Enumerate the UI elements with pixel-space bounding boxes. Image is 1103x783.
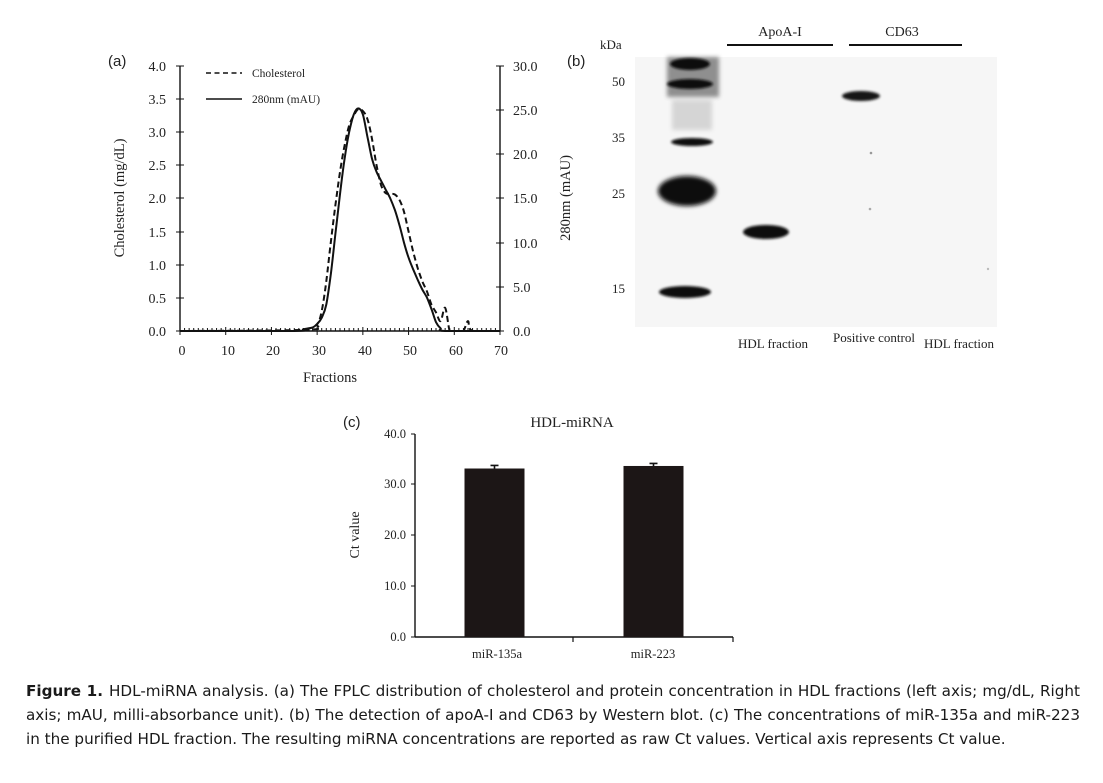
right-y-tick-labels: 0.0 5.0 10.0 15.0 20.0 25.0 30.0 (496, 60, 538, 340)
right-y-axis-label: 280nm (mAU) (558, 155, 574, 241)
marker-labels: 50 35 25 15 (612, 74, 625, 296)
kda-label: kDa (600, 37, 622, 52)
x-tick-label: 20 (266, 344, 280, 359)
western-blot-panel: (b) kDa 50 35 25 15 ApoA-I CD63 HDL frac… (567, 25, 997, 351)
y-right-tick-label: 15.0 (513, 192, 538, 207)
y-tick-label: 1.0 (149, 259, 167, 274)
legend-label-280nm: 280nm (mAU) (252, 94, 320, 106)
bar-y-tick-label: 10.0 (384, 579, 406, 593)
y-tick-label: 0.0 (149, 325, 167, 340)
y-right-tick-label: 30.0 (513, 60, 538, 75)
y-tick-label: 4.0 (149, 60, 167, 75)
lane-label-hdl-cd63: HDL fraction (924, 336, 994, 351)
left-y-axis-label: Cholesterol (mg/dL) (112, 138, 128, 257)
panel-a-label: (a) (108, 53, 126, 70)
lane-label-hdl-apoa1: HDL fraction (738, 336, 808, 351)
speck (868, 207, 872, 211)
x-axis-label: Fractions (303, 370, 357, 386)
y-right-tick-label: 20.0 (513, 148, 538, 163)
bar-y-axis-label: Ct value (348, 511, 363, 558)
bar-y-tick-label: 40.0 (384, 427, 406, 441)
y-tick-label: 3.0 (149, 126, 167, 141)
bar-y-tick-labels: 0.0 10.0 20.0 30.0 40.0 (384, 427, 415, 644)
bar-mir-223 (623, 465, 684, 637)
marker-label-35: 35 (612, 130, 625, 145)
figure: (a) 0.0 0.5 1.0 1.5 2.0 2.5 3.0 3.5 4.0 … (108, 25, 997, 661)
series-line-cholesterol (179, 107, 500, 332)
bar-y-tick-label: 30.0 (384, 477, 406, 491)
speck (986, 267, 990, 271)
y-tick-label: 2.5 (149, 159, 167, 174)
x-tick-label: 70 (494, 344, 508, 359)
y-right-tick-label: 5.0 (513, 281, 531, 296)
marker-label-25: 25 (612, 186, 625, 201)
y-tick-label: 0.5 (149, 292, 167, 307)
marker-label-15: 15 (612, 281, 625, 296)
fplc-chart: (a) 0.0 0.5 1.0 1.5 2.0 2.5 3.0 3.5 4.0 … (108, 53, 574, 386)
x-tick-label: 10 (221, 344, 235, 359)
x-tick-label: 0 (179, 344, 186, 359)
y-right-tick-label: 10.0 (513, 237, 538, 252)
bar-y-tick-label: 20.0 (384, 528, 406, 542)
error-bar-mir-223 (649, 462, 658, 466)
ct-bar-chart: (c) HDL-miRNA 0.0 10.0 20.0 30.0 40.0 Ct… (343, 414, 734, 661)
y-right-tick-label: 0.0 (513, 325, 531, 340)
y-tick-label: 3.5 (149, 93, 167, 108)
marker-label-50: 50 (612, 74, 625, 89)
x-tick-label: 30 (312, 344, 326, 359)
left-y-tick-labels: 0.0 0.5 1.0 1.5 2.0 2.5 3.0 3.5 4.0 (149, 60, 184, 340)
y-tick-label: 1.5 (149, 226, 167, 241)
error-bar-mir-135a (490, 464, 499, 469)
ladder-lane (658, 57, 719, 298)
caption-text: HDL-miRNA analysis. (a) The FPLC distrib… (26, 682, 1080, 748)
group-label-cd63: CD63 (885, 25, 918, 40)
bar-category-label: miR-135a (472, 647, 522, 661)
cd63-positive-band (842, 91, 880, 101)
group-label-apoa1: ApoA-I (758, 25, 802, 40)
bars (464, 462, 684, 637)
x-tick-label: 40 (358, 344, 372, 359)
speck (869, 151, 873, 155)
legend: Cholesterol 280nm (mAU) (206, 68, 320, 106)
bar-y-tick-label: 0.0 (390, 630, 406, 644)
bar-mir-135a (464, 468, 525, 637)
x-tick-labels: 0 10 20 30 40 50 60 70 (179, 344, 509, 359)
chart-title: HDL-miRNA (530, 415, 613, 431)
series-line-280nm (180, 107, 500, 333)
y-tick-label: 2.0 (149, 192, 167, 207)
caption-label: Figure 1. (26, 682, 104, 700)
lane-label-positive-control: Positive control (833, 330, 915, 345)
y-right-tick-label: 25.0 (513, 104, 538, 119)
panel-b-label: (b) (567, 53, 585, 70)
legend-label-cholesterol: Cholesterol (252, 68, 305, 80)
x-tick-label: 60 (449, 344, 463, 359)
lane-label-positive-control-text: Positive control (833, 330, 915, 345)
apoa1-band (743, 225, 789, 239)
bar-category-label: miR-223 (631, 647, 675, 661)
x-tick-label: 50 (403, 344, 417, 359)
figure-caption: Figure 1. HDL-miRNA analysis. (a) The FPL… (26, 679, 1080, 751)
panel-c-label: (c) (343, 414, 361, 431)
